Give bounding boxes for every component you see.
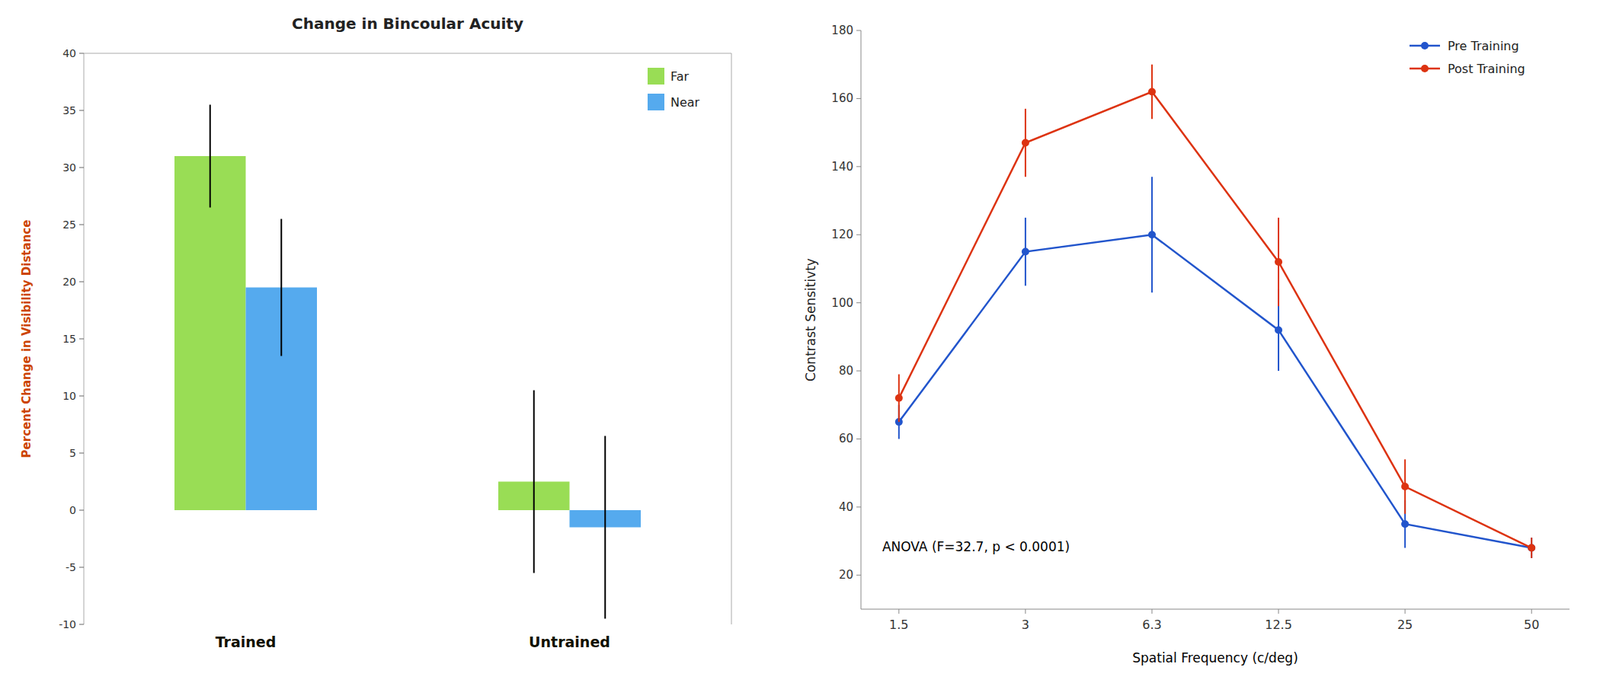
y-tick <box>856 98 861 100</box>
x-tick-label: Untrained <box>528 633 611 651</box>
y-tick-label: -10 <box>58 618 77 631</box>
y-tick <box>856 234 861 236</box>
y-tick-label: 180 <box>831 23 854 38</box>
point <box>1274 258 1283 266</box>
x-tick-label: 50 <box>1523 617 1540 633</box>
y-tick-label: 40 <box>62 47 77 60</box>
y-tick <box>79 396 84 397</box>
y-tick <box>856 506 861 508</box>
y-tick-label: 40 <box>838 500 854 515</box>
point <box>1148 230 1156 239</box>
bar <box>174 156 247 511</box>
figure: Change in Bincoular Acuity Percent Change… <box>0 0 1600 699</box>
legend-label: Far <box>670 69 690 84</box>
point <box>1274 326 1283 334</box>
title: Change in Bincoular Acuity <box>291 14 524 33</box>
point <box>1148 87 1156 96</box>
plot-area <box>895 64 1536 559</box>
y-tick <box>856 166 861 167</box>
y-tick-label: 35 <box>62 104 77 117</box>
y-tick-label: 0 <box>69 504 77 517</box>
y-tick <box>79 510 84 512</box>
y-tick-label: 30 <box>62 161 77 174</box>
point <box>895 394 903 403</box>
y-tick <box>79 224 84 226</box>
point <box>1527 544 1536 553</box>
y-tick-label: 120 <box>831 227 854 242</box>
bar-chart: Change in Bincoular Acuity Percent Change… <box>19 14 732 651</box>
legend-swatch <box>647 93 665 111</box>
y-tick <box>856 302 861 304</box>
annotation: ANOVA (F=32.7, p < 0.0001) <box>882 539 1070 555</box>
plot-area <box>174 105 641 620</box>
series-line <box>899 91 1532 548</box>
y-tick-label: 20 <box>62 275 77 288</box>
x-axis-label: Spatial Frequency (c/deg) <box>1132 650 1299 666</box>
y-axis-label: Contrast Sensitivty <box>803 258 819 382</box>
y-tick <box>79 53 84 55</box>
legend-swatch <box>647 67 665 85</box>
point <box>1021 139 1030 148</box>
x-tick-label: Trained <box>215 633 277 651</box>
y-tick-label: 10 <box>62 390 77 403</box>
error-bar <box>533 390 535 574</box>
x-tick <box>1278 609 1280 615</box>
y-tick-label: 5 <box>69 447 77 460</box>
y-tick <box>79 110 84 112</box>
y-tick-label: 15 <box>62 332 77 346</box>
legend-marker <box>1420 41 1429 50</box>
legend-label: Post Training <box>1447 61 1526 77</box>
frame <box>83 53 732 625</box>
point <box>1527 544 1536 553</box>
x-tick <box>898 609 900 615</box>
x-tick <box>1024 609 1026 615</box>
y-tick <box>79 339 84 340</box>
error-bar <box>209 105 212 208</box>
y-tick <box>79 567 84 569</box>
x-tick-label: 3 <box>1021 617 1030 633</box>
y-tick <box>79 281 84 283</box>
y-tick-label: 60 <box>838 432 854 446</box>
y-tick-label: 80 <box>838 364 854 378</box>
y-tick-label: 20 <box>838 568 854 583</box>
line-chart: 20 40 60 80 100 120 140 160 180 1.5 3 6.3 12.5 25 50 Co… <box>803 23 1570 666</box>
x-tick-label: 1.5 <box>889 617 909 633</box>
legend: Far Near <box>647 67 701 111</box>
y-tick <box>79 167 84 169</box>
x-tick <box>1151 609 1152 615</box>
y-tick-label: 140 <box>831 160 854 174</box>
x-axis-line <box>860 609 1570 611</box>
y-tick <box>856 575 861 576</box>
error-bar <box>280 219 282 357</box>
x-tick-label: 6.3 <box>1142 617 1162 633</box>
x-tick-label: 12.5 <box>1264 617 1293 633</box>
y-tick <box>79 453 84 455</box>
x-tick <box>1404 609 1406 615</box>
y-tick <box>856 438 861 440</box>
x-tick <box>1531 609 1533 615</box>
legend-marker <box>1420 64 1429 73</box>
point <box>1401 483 1409 491</box>
y-tick-label: 25 <box>62 218 77 231</box>
legend: Pre Training Post Training <box>1409 38 1526 77</box>
legend-label: Near <box>670 95 701 110</box>
y-tick <box>856 371 861 372</box>
y-tick-label: 160 <box>831 91 854 106</box>
point <box>1401 520 1409 528</box>
legend-label: Pre Training <box>1447 38 1520 54</box>
y-tick <box>856 30 861 32</box>
y-axis-label: Percent Change in Visibility Distance <box>19 220 34 459</box>
y-axis-line <box>860 30 862 610</box>
error-bar <box>604 436 606 620</box>
y-tick-label: -5 <box>65 561 77 574</box>
x-tick-label: 25 <box>1397 617 1413 633</box>
point <box>1021 248 1030 256</box>
y-tick <box>79 624 84 626</box>
y-tick-label: 100 <box>831 296 854 311</box>
